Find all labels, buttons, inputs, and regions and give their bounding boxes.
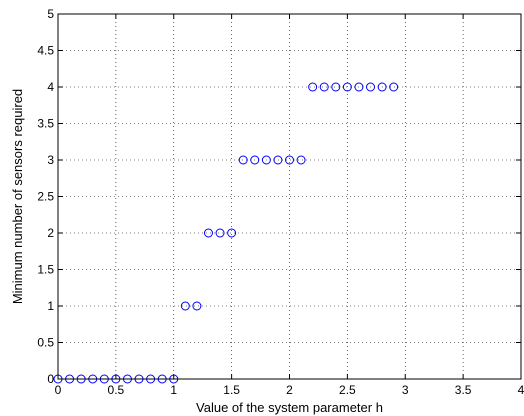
x-tick-label: 0.5 bbox=[108, 383, 125, 397]
y-tick-label: 5 bbox=[47, 7, 54, 21]
data-point bbox=[342, 82, 352, 92]
data-point bbox=[319, 82, 329, 92]
x-tick-label: 1.5 bbox=[223, 383, 240, 397]
data-point bbox=[215, 228, 225, 238]
data-point bbox=[203, 228, 213, 238]
plot-frame bbox=[57, 13, 522, 380]
y-tick-label: 2.5 bbox=[37, 190, 54, 204]
y-tick-label: 2 bbox=[47, 226, 54, 240]
data-point bbox=[227, 228, 237, 238]
data-point bbox=[389, 82, 399, 92]
y-tick-label: 3 bbox=[47, 153, 54, 167]
data-point bbox=[354, 82, 364, 92]
y-tick-label: 3.5 bbox=[37, 117, 54, 131]
y-tick-label: 1 bbox=[47, 299, 54, 313]
y-tick-label: 4.5 bbox=[37, 44, 54, 58]
data-point bbox=[192, 301, 202, 311]
x-tick-label: 4 bbox=[518, 383, 524, 397]
y-axis-label: Minimum number of sensors required bbox=[10, 89, 25, 304]
data-point bbox=[331, 82, 341, 92]
x-tick-label: 0 bbox=[55, 383, 62, 397]
tick-labels: 0 0.5 1 1.5 2 2.5 3 3.5 4 0 0.5 1 1.5 2 2.5 3 3.5 4 4.5 5 bbox=[37, 7, 524, 397]
data-point bbox=[250, 155, 260, 165]
data-point bbox=[285, 155, 294, 165]
y-tick-label: 0.5 bbox=[37, 336, 54, 350]
x-axis-label: Value of the system parameter h bbox=[196, 400, 383, 415]
data-point bbox=[180, 301, 190, 311]
data-point bbox=[308, 82, 318, 92]
data-point bbox=[296, 155, 306, 165]
x-tick-label: 2 bbox=[286, 383, 293, 397]
y-tick-label: 0 bbox=[47, 372, 54, 386]
data-point bbox=[238, 155, 248, 165]
grid bbox=[58, 14, 521, 379]
data-point bbox=[261, 155, 271, 165]
y-tick-label: 4 bbox=[47, 80, 54, 94]
data-point bbox=[366, 82, 376, 92]
x-tick-label: 3.5 bbox=[455, 383, 472, 397]
data-point bbox=[377, 82, 387, 92]
data-point bbox=[273, 155, 283, 165]
x-tick-label: 3 bbox=[402, 383, 409, 397]
y-tick-label: 1.5 bbox=[37, 263, 54, 277]
x-tick-label: 2.5 bbox=[339, 383, 356, 397]
x-tick-label: 1 bbox=[170, 383, 177, 397]
